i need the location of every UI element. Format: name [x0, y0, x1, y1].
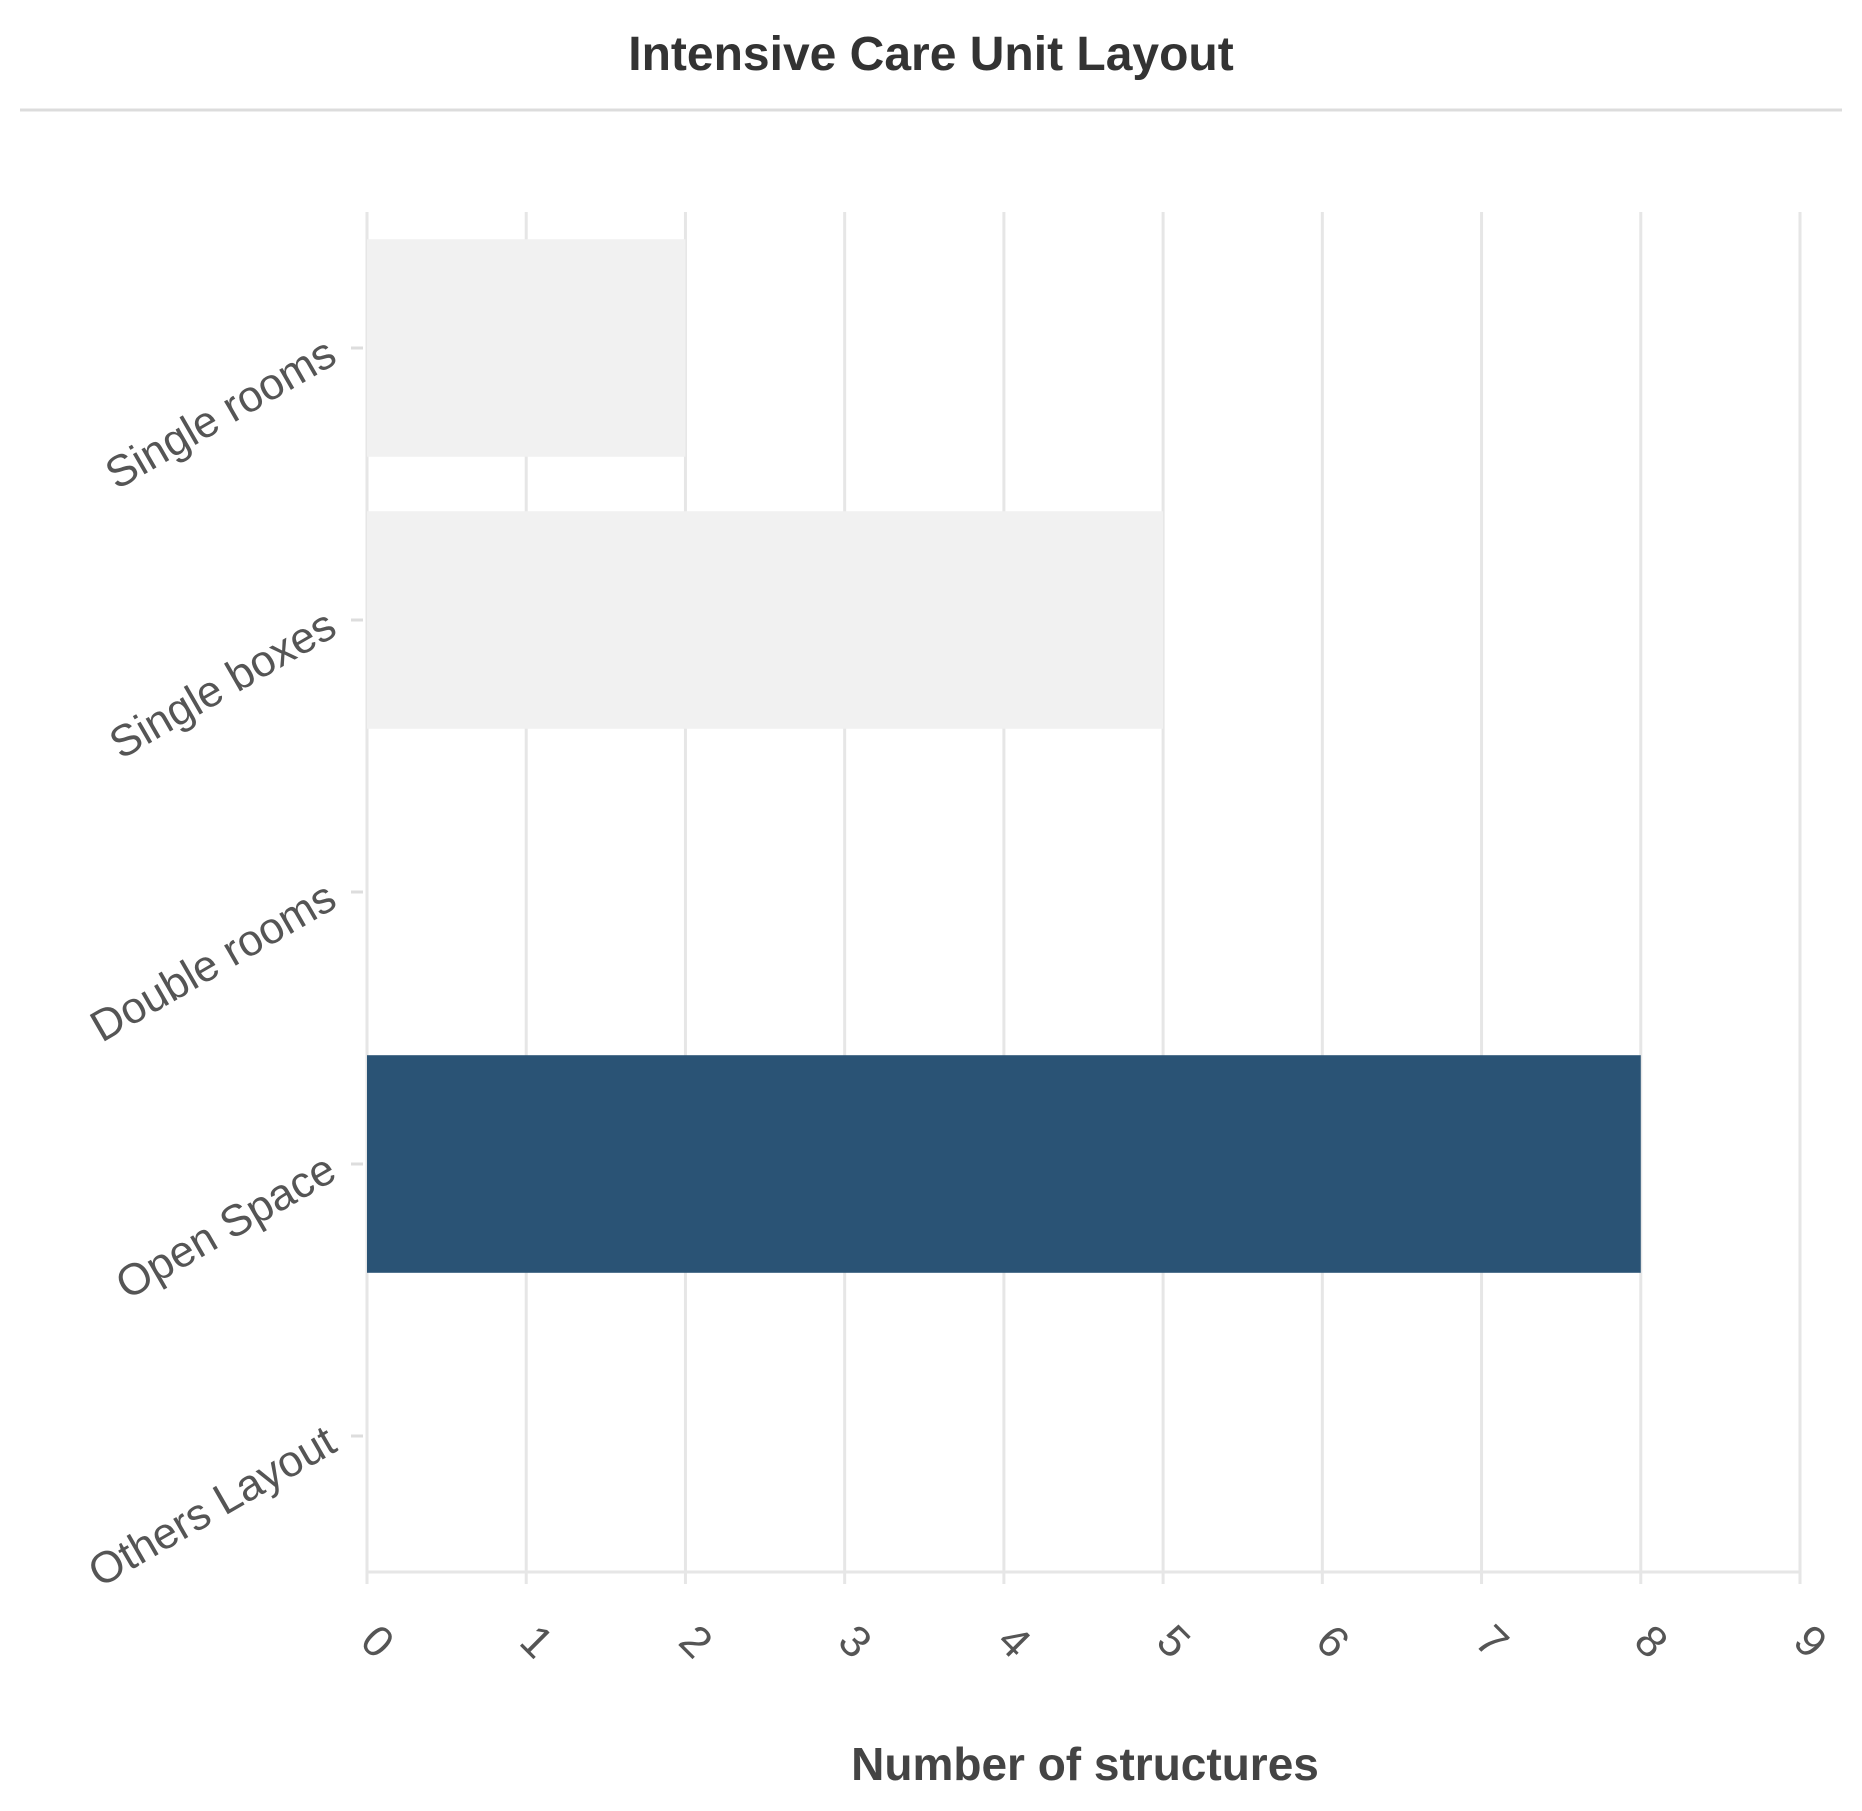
y-category-label: Double rooms — [82, 872, 344, 1051]
bars — [367, 239, 1641, 1273]
x-tick-label: 8 — [1625, 1616, 1677, 1668]
x-tick-label: 9 — [1784, 1616, 1836, 1668]
bar-open-space — [367, 1055, 1641, 1273]
x-tick-label: 1 — [510, 1616, 562, 1668]
x-tick-label: 7 — [1466, 1616, 1518, 1668]
y-axis: Single rooms Single boxes Double rooms Open… — [80, 328, 363, 1597]
x-tick-label: 0 — [351, 1616, 403, 1668]
x-tick-label: 6 — [1307, 1616, 1359, 1668]
x-tick-label: 5 — [1147, 1616, 1199, 1668]
chart-title: Intensive Care Unit Layout — [628, 28, 1233, 81]
x-tick-label: 4 — [988, 1616, 1040, 1668]
bar-single-boxes — [367, 511, 1164, 729]
bar-single-rooms — [367, 239, 686, 457]
x-axis-title: Number of structures — [851, 1738, 1319, 1790]
y-category-label: Others Layout — [80, 1416, 344, 1597]
y-category-label: Single rooms — [97, 328, 344, 499]
x-tick-label: 2 — [670, 1616, 722, 1668]
x-tick-label: 3 — [829, 1616, 881, 1668]
x-axis: 0 1 2 3 4 5 6 7 8 9 — [351, 1616, 1836, 1668]
y-category-label: Single boxes — [101, 600, 344, 768]
y-category-label: Open Space — [108, 1144, 344, 1309]
